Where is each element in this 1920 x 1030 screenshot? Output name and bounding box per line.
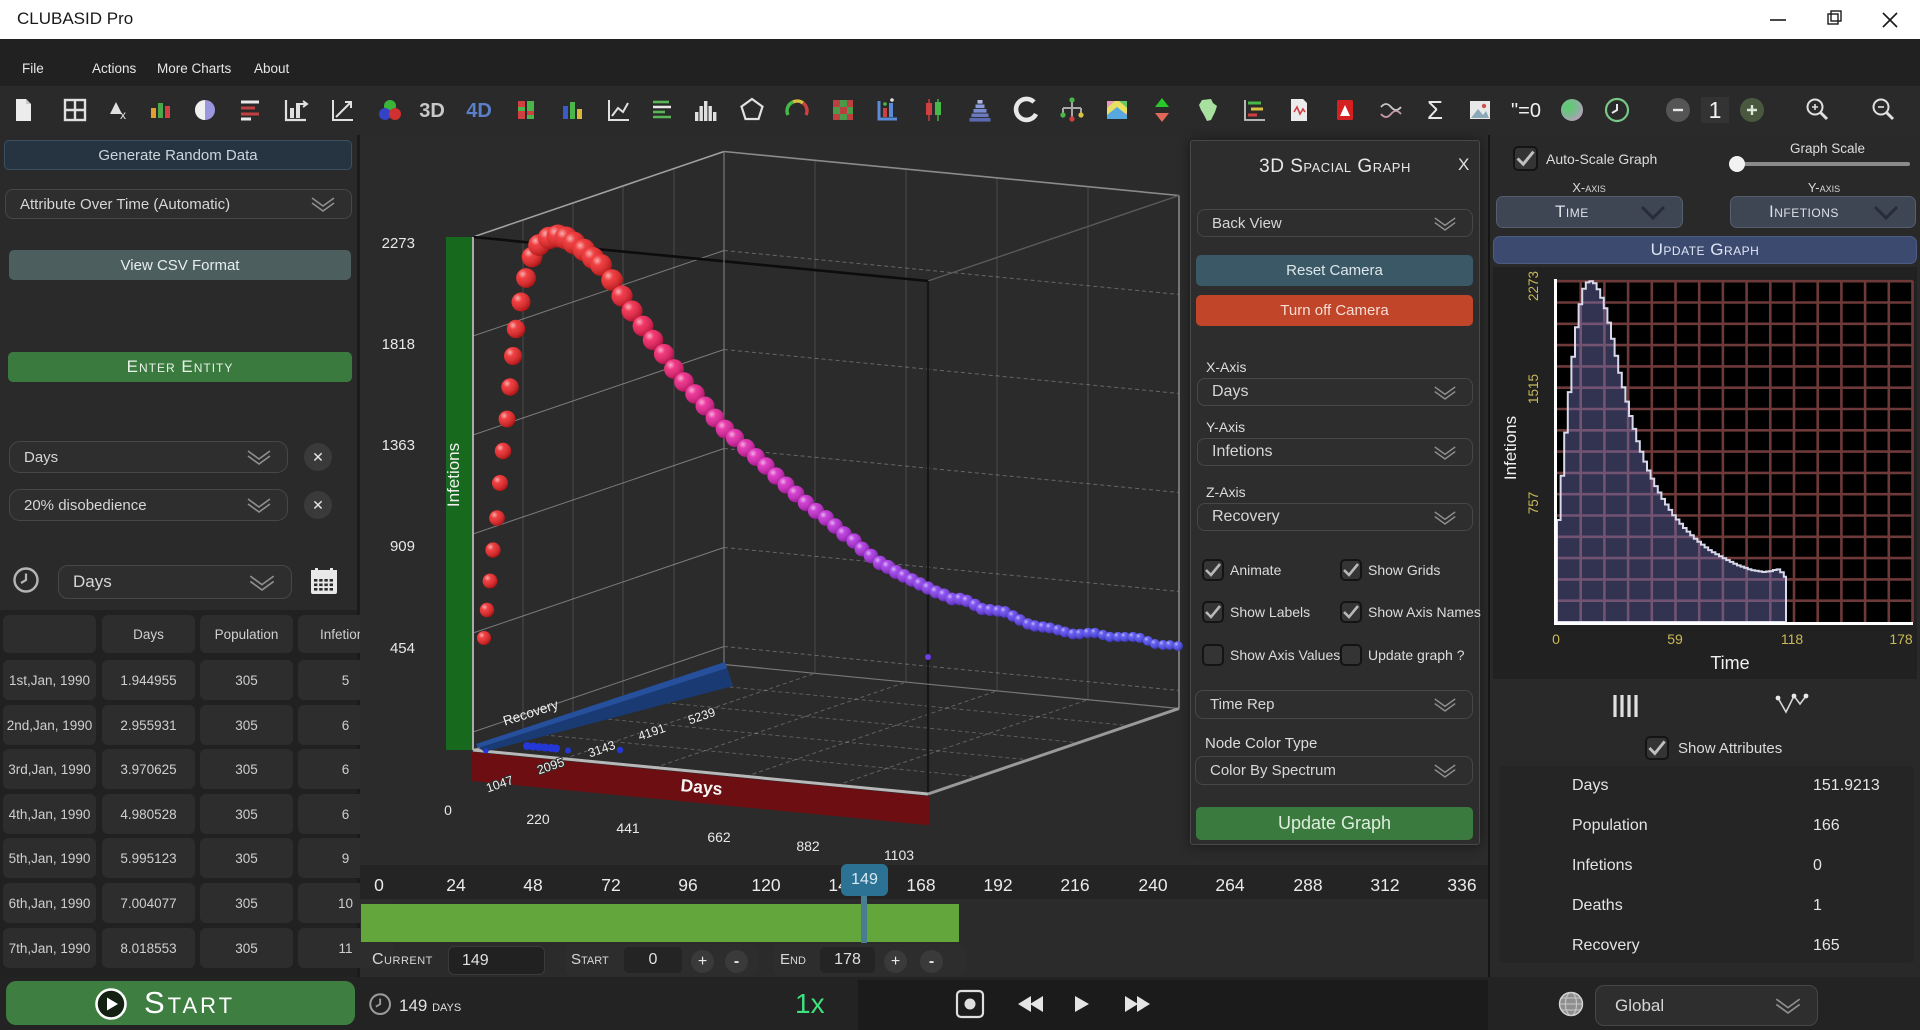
svg-text:882: 882: [796, 838, 820, 854]
svg-text:Σ: Σ: [1427, 95, 1443, 125]
svg-text:757: 757: [1526, 492, 1541, 515]
svg-text:454: 454: [390, 640, 415, 657]
svg-text:118: 118: [1781, 631, 1804, 647]
svg-text:1: 1: [1709, 97, 1722, 123]
svg-text:0: 0: [1552, 631, 1560, 647]
svg-text:662: 662: [707, 829, 731, 845]
svg-text:1818: 1818: [382, 336, 415, 353]
svg-text:0: 0: [444, 802, 452, 818]
svg-text:Infetions: Infetions: [444, 443, 463, 507]
svg-text:441: 441: [616, 820, 640, 836]
svg-text:Days: Days: [680, 775, 724, 799]
svg-text:178: 178: [1889, 631, 1913, 647]
svg-text:4D: 4D: [466, 100, 492, 122]
svg-text:2273: 2273: [1526, 271, 1541, 301]
svg-text:1363: 1363: [382, 437, 415, 454]
svg-text:x: x: [120, 108, 126, 122]
svg-text:1515: 1515: [1526, 374, 1541, 404]
svg-text:59: 59: [1667, 631, 1683, 647]
svg-text:Time: Time: [1710, 653, 1749, 673]
svg-text:220: 220: [526, 811, 550, 827]
svg-text:"=0: "=0: [1511, 100, 1541, 122]
svg-text:3D: 3D: [419, 100, 445, 122]
svg-text:909: 909: [390, 538, 415, 555]
svg-text:Infetions: Infetions: [1501, 416, 1520, 480]
svg-text:2273: 2273: [382, 235, 415, 252]
svg-text:1103: 1103: [884, 847, 914, 863]
